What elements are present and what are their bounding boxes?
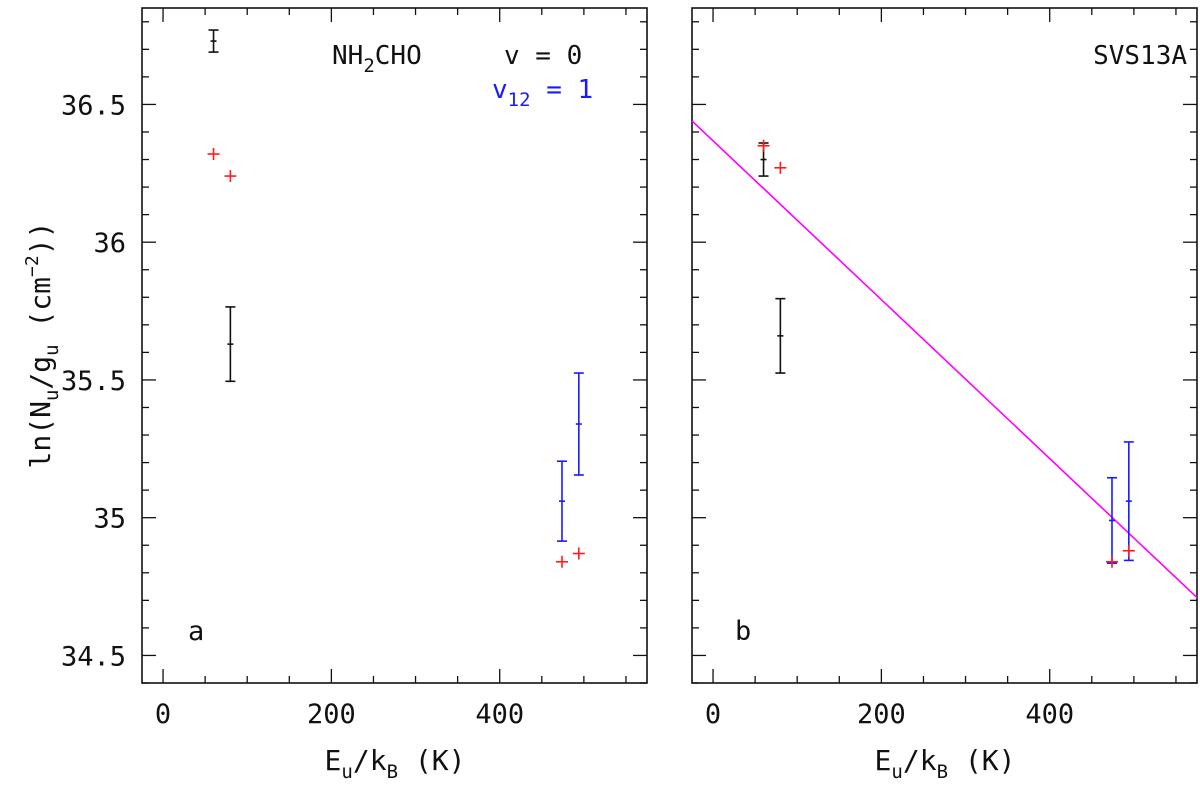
panel-b-marks (757, 139, 1135, 568)
panel-b-letter: b (735, 616, 751, 647)
b-xtick-label: 0 (705, 699, 721, 730)
b-errorbar-v0-1 (775, 297, 786, 374)
a-model-point-3 (572, 547, 585, 560)
panel-a: 34.5 35 35.5 36 36.5 0 200 400 NH2CHO v = 0 v1… (61, 7, 648, 783)
panel-a-frame (141, 7, 648, 684)
panel-b-fit (691, 120, 1198, 599)
b-xtick-label: 400 (1025, 699, 1074, 730)
panel-a-ticks (142, 8, 647, 684)
a-ytick-label: 34.5 (61, 641, 126, 672)
panel-b-ticks (692, 8, 1197, 684)
panel-a-state-v0-label: v = 0 (504, 41, 582, 71)
b-model-point-3 (1122, 544, 1135, 557)
a-ytick-label: 36.5 (61, 90, 126, 121)
panel-a-marks (207, 29, 585, 568)
a-xtick-label: 200 (307, 699, 356, 730)
b-model-point-0 (757, 139, 770, 152)
a-errorbar-v12-0 (556, 460, 567, 542)
b-xtick-label: 200 (857, 699, 906, 730)
panel-a-letter: a (188, 616, 204, 647)
a-errorbar-v0-0 (208, 29, 219, 53)
b-errorbar-v12-1 (1123, 441, 1134, 562)
y-axis-title: ln(Nu/gu (cm−2)) (22, 222, 63, 469)
panel-a-state-v12-label: v12 = 1 (492, 75, 593, 111)
a-model-point-0 (207, 148, 220, 161)
b-fit-line (691, 120, 1198, 599)
a-ytick-label: 36 (93, 228, 126, 259)
panel-b-frame (691, 7, 1198, 684)
a-ytick-label: 35.5 (61, 366, 126, 397)
panel-a-x-tick-labels: 0 200 400 (155, 699, 524, 730)
panel-a-molecule-label: NH2CHO (332, 41, 422, 77)
panel-a-y-tick-labels: 34.5 35 35.5 36 36.5 (61, 90, 126, 672)
panel-b: 0 200 400 SVS13A b Eu/kB (K) (691, 7, 1198, 783)
b-model-point-1 (774, 161, 787, 174)
panel-a-x-axis-title: Eu/kB (K) (325, 744, 466, 783)
a-ytick-label: 35 (93, 504, 126, 535)
a-errorbar-v12-1 (573, 372, 584, 476)
b-model-point-2 (1105, 555, 1118, 568)
a-model-point-1 (224, 170, 237, 183)
panel-b-x-axis-title: Eu/kB (K) (875, 744, 1016, 783)
a-xtick-label: 0 (155, 699, 171, 730)
a-xtick-label: 400 (475, 699, 524, 730)
panel-b-source-label: SVS13A (1093, 41, 1187, 71)
panel-b-x-tick-labels: 0 200 400 (705, 699, 1074, 730)
a-model-point-2 (555, 555, 568, 568)
a-errorbar-v0-1 (225, 306, 236, 383)
